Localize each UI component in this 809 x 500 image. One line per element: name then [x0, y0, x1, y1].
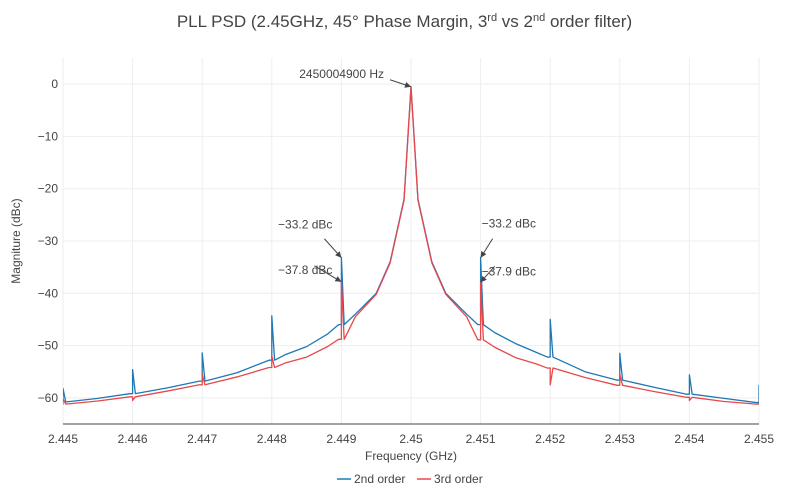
- legend-label: 2nd order: [354, 472, 405, 486]
- x-tick-label: 2.454: [674, 432, 704, 446]
- legend: 2nd order 3rd order: [337, 472, 483, 486]
- series-layer: [63, 86, 759, 405]
- y-tick-label: −40: [38, 286, 59, 300]
- x-tick-label: 2.452: [535, 432, 565, 446]
- y-tick-label: −50: [38, 339, 59, 353]
- x-tick-label: 2.45: [399, 432, 423, 446]
- title-part: nd: [533, 12, 545, 24]
- title-part: vs 2: [497, 12, 533, 31]
- annotation-arrowhead: [480, 275, 487, 283]
- annotation-arrowhead: [335, 251, 342, 258]
- legend-item[interactable]: 3rd order: [417, 472, 483, 486]
- x-tick-label: 2.455: [744, 432, 774, 446]
- x-tick-label: 2.448: [257, 432, 287, 446]
- x-axis-title: Frequency (GHz): [365, 449, 457, 463]
- annotation-label: −37.9 dBc: [482, 264, 536, 278]
- annotation-arrowhead: [334, 276, 342, 282]
- y-tick-label: −10: [38, 129, 59, 143]
- x-tick-label: 2.453: [605, 432, 635, 446]
- x-tick-label: 2.451: [466, 432, 496, 446]
- y-tick-label: −30: [38, 234, 59, 248]
- grid: [62, 58, 760, 424]
- x-tick-label: 2.446: [118, 432, 148, 446]
- annotation-arrowhead: [404, 82, 411, 88]
- annotation-arrowhead: [480, 251, 487, 258]
- annotations: 2450004900 Hz −33.2 dBc −37.8 dBc −33.2 dBc…: [278, 67, 536, 283]
- y-axis-title: Magniture (dBc): [9, 198, 23, 283]
- y-tick-label: −60: [38, 391, 59, 405]
- title-part: PLL PSD (2.45GHz, 45° Phase Margin, 3: [177, 12, 487, 31]
- x-tick-label: 2.449: [326, 432, 356, 446]
- y-tick-label: 0: [51, 77, 58, 91]
- chart-title: PLL PSD (2.45GHz, 45° Phase Margin, 3rd …: [177, 12, 632, 31]
- annotation-label: −37.8 dBc: [278, 263, 332, 277]
- legend-item[interactable]: 2nd order: [337, 472, 405, 486]
- title-part: order filter): [545, 12, 632, 31]
- title-part: rd: [487, 12, 497, 24]
- y-tick-label: −20: [38, 182, 59, 196]
- annotation-label: −33.2 dBc: [278, 218, 332, 232]
- legend-label: 3rd order: [434, 472, 483, 486]
- x-tick-label: 2.445: [48, 432, 78, 446]
- series-line: [63, 86, 759, 405]
- x-tick-label: 2.447: [187, 432, 217, 446]
- annotation-label: 2450004900 Hz: [299, 67, 384, 81]
- axes: 2.445 2.446 2.447 2.448 2.449 2.45 2.451 2.452 2…: [38, 77, 775, 446]
- annotation-label: −33.2 dBc: [482, 217, 536, 231]
